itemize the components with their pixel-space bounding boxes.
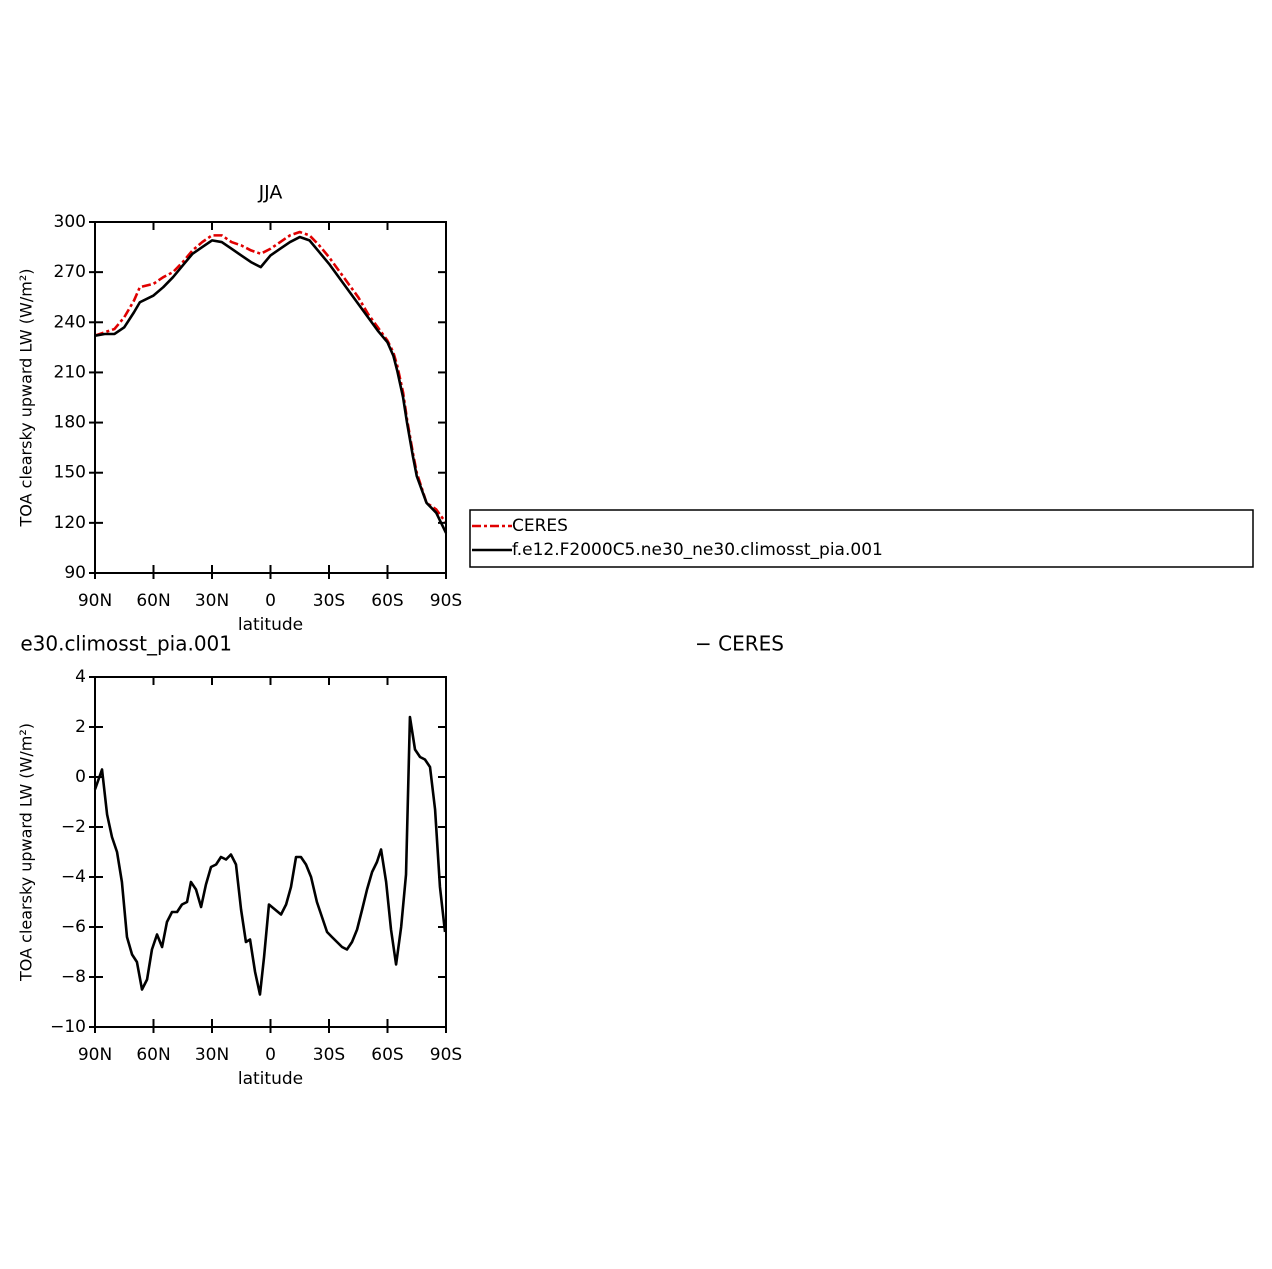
y-tick-label: −10 [50,1017,86,1037]
legend-box [469,509,1254,568]
x-tick-label: 60N [136,591,170,611]
chart-title: JJA [258,182,283,204]
y-tick-label: 2 [75,717,86,737]
x-tick-label: 60S [371,1045,403,1065]
y-axis-label: TOA clearsky upward LW (W/m²) [17,269,36,528]
x-tick-label: 30N [195,591,229,611]
series-line [93,715,447,996]
x-tick-label: 90S [430,1045,462,1065]
x-tick-label: 90S [430,591,462,611]
y-tick-label: 180 [54,413,86,433]
y-tick-label: 4 [75,667,86,687]
series-line [94,235,448,534]
x-tick-label: 0 [265,1045,276,1065]
chart-title-right: − CERES [695,632,784,656]
x-tick-label: 30S [313,1045,345,1065]
y-tick-label: 240 [54,312,86,332]
x-tick-label: 90N [78,591,112,611]
y-tick-label: 150 [54,463,86,483]
x-tick-label: 0 [265,591,276,611]
x-tick-label: 30N [195,1045,229,1065]
chart-title-left: e30.climosst_pia.001 [20,632,232,656]
x-tick-label: 60N [136,1045,170,1065]
y-tick-label: −8 [61,967,86,987]
x-tick-label: 30S [313,591,345,611]
x-tick-label: 60S [371,591,403,611]
y-tick-label: −4 [61,867,86,887]
y-tick-label: 210 [54,362,86,382]
series-line [94,230,448,524]
plot-frame [94,221,447,574]
y-axis-label: TOA clearsky upward LW (W/m²) [17,723,36,982]
y-tick-label: 300 [54,212,86,232]
y-tick-label: −6 [61,917,86,937]
legend-label: f.e12.F2000C5.ne30_ne30.climosst_pia.001 [512,540,883,560]
y-tick-label: 120 [54,513,86,533]
legend-label: CERES [512,516,568,536]
y-tick-label: −2 [61,817,86,837]
x-tick-label: 90N [78,1045,112,1065]
y-tick-label: 90 [64,563,86,583]
x-axis-label: latitude [238,1069,303,1089]
y-tick-label: 0 [75,767,86,787]
x-axis-label: latitude [238,615,303,635]
y-tick-label: 270 [54,262,86,282]
